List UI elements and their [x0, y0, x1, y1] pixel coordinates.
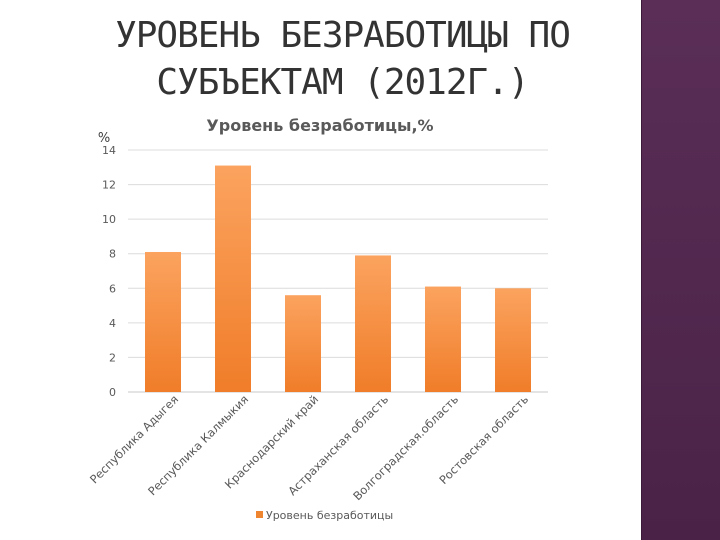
- y-tick-label: 0: [109, 386, 116, 399]
- bar: [285, 295, 321, 392]
- y-tick-label: 10: [102, 213, 116, 226]
- bar: [425, 286, 461, 392]
- bar: [355, 255, 391, 392]
- y-axis-label: %: [98, 131, 110, 146]
- bar: [145, 251, 181, 392]
- bar: [215, 165, 251, 392]
- grid-layer: [128, 149, 548, 393]
- slide-title-line-2: СУБЪЕКТАМ (2012Г.): [156, 62, 529, 103]
- y-tick-label: 12: [102, 179, 116, 192]
- sidebar-divider: [641, 0, 642, 540]
- legend: Уровень безработицы: [256, 509, 393, 522]
- slide-title: УРОВЕНЬ БЕЗРАБОТИЦЫ ПО СУБЪЕКТАМ (2012Г.…: [60, 12, 625, 106]
- y-tick-label: 4: [109, 317, 116, 330]
- chart-title: Уровень безработицы,%: [206, 116, 433, 135]
- y-tick-label: 8: [109, 248, 116, 261]
- bar: [495, 288, 531, 392]
- decorative-sidebar: [641, 0, 720, 540]
- y-tick-labels: 0 2 4 6 8 10 12 14: [102, 144, 116, 399]
- bars: [145, 165, 531, 392]
- legend-label: Уровень безработицы: [266, 509, 393, 522]
- legend-swatch: [256, 511, 263, 518]
- y-tick-label: 2: [109, 351, 116, 364]
- slide-title-line-1: УРОВЕНЬ БЕЗРАБОТИЦЫ ПО: [115, 15, 571, 56]
- y-tick-label: 6: [109, 282, 116, 295]
- y-tick-label: 14: [102, 144, 116, 157]
